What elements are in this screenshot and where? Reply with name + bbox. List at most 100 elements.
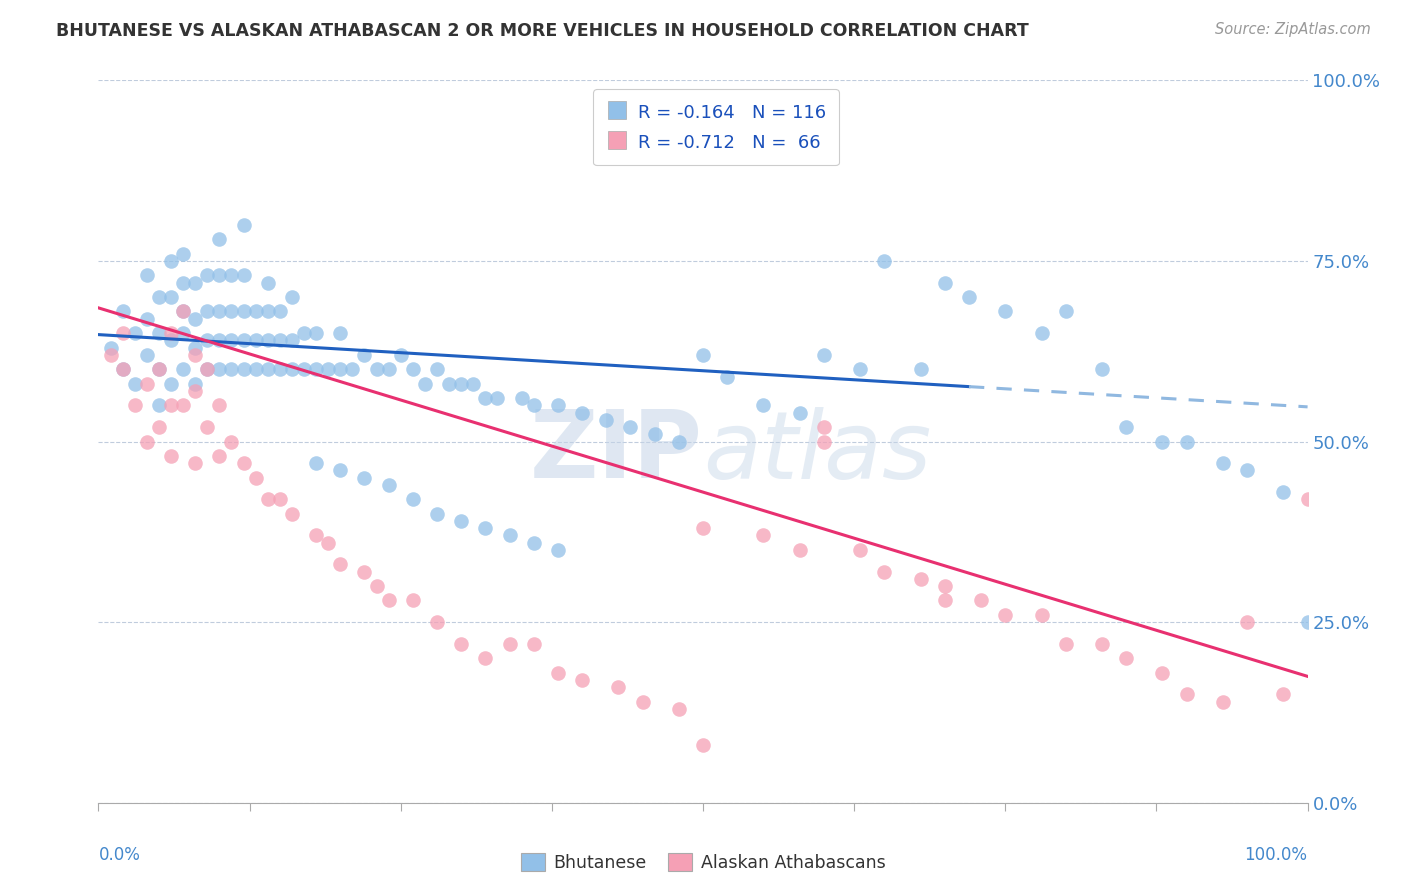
Point bbox=[498, 528, 520, 542]
Point bbox=[316, 362, 339, 376]
Point bbox=[208, 398, 231, 412]
Text: Source: ZipAtlas.com: Source: ZipAtlas.com bbox=[1215, 22, 1371, 37]
Point bbox=[366, 362, 388, 376]
Point bbox=[148, 398, 170, 412]
Point bbox=[256, 304, 278, 318]
Point bbox=[1115, 420, 1137, 434]
Point bbox=[366, 579, 388, 593]
Point bbox=[135, 348, 157, 362]
Point bbox=[523, 637, 546, 651]
Point bbox=[232, 304, 254, 318]
Legend: R = -0.164   N = 116, R = -0.712   N =  66: R = -0.164 N = 116, R = -0.712 N = 66 bbox=[593, 89, 839, 165]
Text: 100.0%: 100.0% bbox=[1244, 847, 1308, 864]
Point bbox=[281, 334, 304, 348]
Point bbox=[256, 362, 278, 376]
Point bbox=[474, 651, 496, 665]
Point bbox=[957, 290, 980, 304]
Text: 0.0%: 0.0% bbox=[98, 847, 141, 864]
Point bbox=[1031, 326, 1053, 340]
Text: ZIP: ZIP bbox=[530, 407, 703, 499]
Point bbox=[256, 276, 278, 290]
Point bbox=[208, 449, 231, 463]
Point bbox=[789, 406, 811, 420]
Point bbox=[813, 348, 835, 362]
Point bbox=[426, 615, 449, 630]
Text: BHUTANESE VS ALASKAN ATHABASCAN 2 OR MORE VEHICLES IN HOUSEHOLD CORRELATION CHAR: BHUTANESE VS ALASKAN ATHABASCAN 2 OR MOR… bbox=[56, 22, 1029, 40]
Point bbox=[910, 572, 932, 586]
Point bbox=[245, 304, 267, 318]
Point bbox=[571, 673, 593, 687]
Point bbox=[474, 521, 496, 535]
Point bbox=[644, 427, 666, 442]
Point bbox=[523, 398, 546, 412]
Point bbox=[172, 276, 194, 290]
Point bbox=[498, 637, 520, 651]
Point bbox=[692, 738, 714, 752]
Point bbox=[450, 637, 472, 651]
Point bbox=[1054, 637, 1077, 651]
Point bbox=[281, 507, 304, 521]
Point bbox=[934, 276, 956, 290]
Point bbox=[849, 362, 872, 376]
Point bbox=[135, 376, 157, 391]
Point bbox=[208, 304, 231, 318]
Point bbox=[329, 558, 352, 572]
Point bbox=[547, 665, 569, 680]
Point bbox=[195, 420, 218, 434]
Point bbox=[184, 348, 207, 362]
Point bbox=[160, 376, 183, 391]
Point bbox=[631, 695, 654, 709]
Point bbox=[353, 565, 375, 579]
Point bbox=[269, 334, 291, 348]
Point bbox=[281, 362, 304, 376]
Point bbox=[135, 268, 157, 283]
Point bbox=[413, 376, 436, 391]
Point bbox=[221, 362, 243, 376]
Point bbox=[124, 376, 146, 391]
Point bbox=[873, 565, 896, 579]
Point bbox=[208, 232, 231, 246]
Point bbox=[353, 348, 375, 362]
Point bbox=[221, 334, 243, 348]
Point bbox=[994, 304, 1017, 318]
Point bbox=[245, 470, 267, 484]
Point bbox=[111, 326, 134, 340]
Point bbox=[160, 253, 183, 268]
Point bbox=[437, 376, 460, 391]
Point bbox=[269, 362, 291, 376]
Point bbox=[486, 391, 509, 405]
Point bbox=[426, 362, 449, 376]
Point bbox=[934, 593, 956, 607]
Point bbox=[813, 420, 835, 434]
Point bbox=[172, 326, 194, 340]
Point bbox=[329, 326, 352, 340]
Point bbox=[1091, 362, 1114, 376]
Point bbox=[160, 449, 183, 463]
Point bbox=[221, 268, 243, 283]
Point bbox=[1212, 695, 1234, 709]
Point bbox=[389, 348, 412, 362]
Point bbox=[292, 326, 315, 340]
Point bbox=[377, 362, 399, 376]
Point bbox=[232, 268, 254, 283]
Point bbox=[571, 406, 593, 420]
Point bbox=[668, 434, 690, 449]
Point bbox=[305, 362, 328, 376]
Point bbox=[281, 290, 304, 304]
Point bbox=[1272, 687, 1295, 701]
Point bbox=[195, 304, 218, 318]
Point bbox=[256, 334, 278, 348]
Point bbox=[377, 593, 399, 607]
Point bbox=[1031, 607, 1053, 622]
Point bbox=[232, 456, 254, 470]
Point bbox=[1272, 485, 1295, 500]
Point bbox=[1115, 651, 1137, 665]
Point bbox=[692, 348, 714, 362]
Point bbox=[377, 478, 399, 492]
Point bbox=[160, 398, 183, 412]
Point bbox=[232, 334, 254, 348]
Text: atlas: atlas bbox=[703, 407, 931, 498]
Point bbox=[463, 376, 485, 391]
Point bbox=[1054, 304, 1077, 318]
Point bbox=[208, 334, 231, 348]
